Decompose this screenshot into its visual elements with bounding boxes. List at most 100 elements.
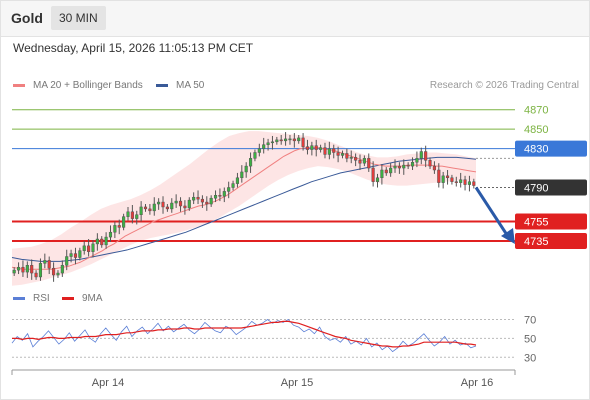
candle-body [91, 243, 95, 252]
candle-body [288, 138, 292, 141]
candle-body [336, 152, 340, 156]
candle-body [117, 225, 121, 228]
candle-body [196, 196, 200, 200]
rsi-ma-swatch [62, 297, 74, 300]
candle-body [222, 191, 226, 197]
candle-body [126, 211, 130, 217]
candle-body [209, 197, 213, 205]
candle-body [47, 260, 51, 269]
level-tag-text-4830: 4830 [524, 144, 548, 156]
candle-body [432, 165, 436, 171]
candle-body [375, 177, 380, 182]
candle-body [192, 196, 196, 201]
ma50-swatch [156, 84, 168, 87]
title-bar: Gold 30 MIN [0, 0, 590, 37]
candle-body [410, 161, 415, 167]
candle-body [240, 171, 244, 179]
candle-body [266, 142, 270, 145]
level-tag-4735 [515, 232, 587, 249]
candle-body [393, 165, 397, 169]
rsi-tick-label: 30 [524, 352, 536, 364]
candle-body [12, 269, 16, 274]
candle-body [152, 203, 156, 212]
candle-body [73, 253, 78, 258]
candle-body [463, 179, 467, 185]
candle-body [139, 206, 143, 215]
rsi-ma-line [12, 320, 477, 348]
credit-text: Research © 2026 Trading Central [429, 80, 579, 91]
level-tag-4790 [515, 179, 587, 196]
candle-body [472, 181, 476, 186]
candle-body [227, 187, 231, 192]
candle-body [297, 137, 301, 142]
candle-body [467, 181, 471, 185]
candle-body [183, 205, 187, 209]
candle-body [60, 265, 64, 274]
asset-title: Gold [11, 10, 43, 26]
candle-body [441, 175, 445, 183]
candle-body [244, 165, 248, 173]
legend-label-ma20: MA 20 + Bollinger Bands [33, 80, 143, 91]
candle-body [130, 211, 134, 219]
level-tag-4830 [515, 140, 587, 157]
candle-body [428, 160, 432, 167]
candle-body [38, 263, 43, 278]
candle-body [279, 139, 283, 142]
candle-body [218, 195, 222, 197]
legend-label-rsi: RSI [33, 293, 50, 304]
candle-body [349, 157, 353, 159]
candle-body [174, 200, 178, 204]
candle-body [205, 201, 209, 205]
timeframe-button[interactable]: 30 MIN [51, 6, 106, 30]
candle-body [397, 165, 401, 169]
legend-label-rsi-ma: 9MA [82, 293, 103, 304]
rsi-line [11, 318, 477, 353]
candle-body [319, 147, 323, 150]
candle-body [161, 201, 165, 208]
level-tag-4755 [515, 213, 587, 230]
candle-body [187, 199, 191, 209]
level-tag-text-4790: 4790 [524, 183, 548, 195]
candle-body [262, 144, 266, 149]
candle-body [310, 145, 314, 150]
candle-body [21, 266, 25, 273]
candle-body [170, 202, 174, 210]
candle-body [108, 231, 113, 238]
candle-body [200, 198, 204, 203]
candle-body [17, 266, 21, 271]
level-tag-text-4735: 4735 [524, 236, 548, 248]
candle-body [148, 208, 152, 212]
candle-body [275, 139, 279, 143]
candle-body [454, 181, 458, 183]
candle-body [314, 145, 318, 150]
ma20-swatch [13, 84, 25, 87]
candle-body [65, 256, 69, 266]
candle-body [69, 253, 73, 257]
candle-body [301, 137, 305, 147]
candle-body [358, 160, 362, 164]
candle-body [284, 138, 288, 142]
candle-body [87, 245, 91, 252]
candle-body [143, 206, 148, 210]
legend-label-ma50: MA 50 [176, 80, 205, 91]
forecast-arrow-head [501, 228, 515, 245]
candle-body [25, 265, 29, 273]
x-tick-label: Apr 16 [461, 377, 493, 389]
candle-body [402, 164, 406, 169]
candle-body [380, 169, 384, 179]
candle-body [406, 164, 410, 167]
candle-body [437, 169, 441, 183]
candle-body [104, 236, 108, 246]
x-tick-label: Apr 15 [281, 377, 313, 389]
candle-body [415, 158, 419, 163]
candle-body [340, 153, 345, 156]
candle-body [157, 201, 161, 205]
candle-body [362, 158, 366, 164]
candle-body [450, 177, 454, 182]
candle-body [257, 148, 261, 153]
candle-body [213, 195, 218, 199]
candle-body [327, 148, 331, 155]
candle-body [30, 265, 34, 274]
rsi-swatch [13, 297, 25, 300]
